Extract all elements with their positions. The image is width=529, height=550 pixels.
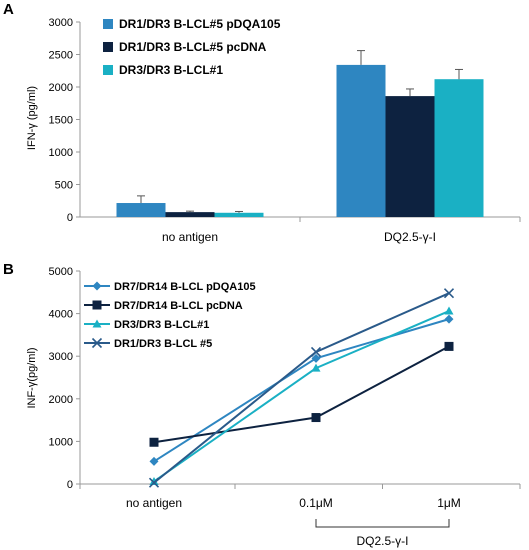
chart-a-y-tick-label: 0 <box>67 212 73 224</box>
chart-b-y-tick-label: 1000 <box>49 436 73 448</box>
chart-b-point <box>92 319 102 328</box>
chart-b-point <box>92 281 102 291</box>
panel-b-label: B <box>3 261 14 278</box>
chart-b-point <box>149 476 159 485</box>
chart-b-point <box>311 363 321 372</box>
chart-b-group-label: DQ2.5-γ-I <box>356 534 408 548</box>
chart-a-y-tick-label: 1000 <box>49 147 73 159</box>
chart-b-point <box>311 413 321 423</box>
chart-b-point <box>148 477 160 488</box>
chart-b-y-tick-label: 3000 <box>49 351 73 363</box>
chart-a-legend-swatch <box>103 19 113 29</box>
chart-b-legend-label: DR3/DR3 B-LCL#1 <box>114 319 209 331</box>
panel-a-label: A <box>3 1 14 18</box>
chart-a-y-tick-label: 2500 <box>49 50 73 62</box>
chart-b-y-tick-label: 4000 <box>49 309 73 321</box>
chart-b-y-tick-label: 5000 <box>49 266 73 278</box>
chart-a-bar <box>336 64 386 218</box>
chart-b-point <box>311 353 321 363</box>
chart-a-legend-swatch <box>103 42 113 52</box>
chart-b-category-label: no antigen <box>126 496 182 510</box>
chart-a-y-tick-label: 3000 <box>49 17 73 29</box>
chart-b-point <box>92 300 102 310</box>
chart-a-legend-label: DR3/DR3 B-LCL#1 <box>119 63 223 77</box>
chart-a-category-label: no antigen <box>162 230 218 244</box>
chart-a-y-axis-label: IFN-γ (pg/ml) <box>26 86 38 150</box>
chart-a-legend-swatch <box>103 65 113 75</box>
chart-a-bar <box>116 203 166 217</box>
chart-b-y-axis-label: INF-γ(pg/ml) <box>26 347 38 408</box>
chart-b-category-label: 1μM <box>437 496 461 510</box>
chart-b-y-tick-label: 2000 <box>49 394 73 406</box>
chart-b-point <box>444 341 454 351</box>
chart-b-legend-label: DR7/DR14 B-LCL pcDNA <box>114 300 243 312</box>
chart-a-bar <box>434 79 484 217</box>
chart-b-point <box>91 337 103 349</box>
chart-a-legend-label: DR1/DR3 B-LCL#5 pcDNA <box>119 40 267 54</box>
chart-b-point <box>149 437 159 447</box>
chart-b-group-bracket <box>315 519 450 528</box>
chart-a-category-label: DQ2.5-γ-I <box>384 230 436 244</box>
chart-b-point <box>444 314 454 324</box>
chart-a-legend-label: DR1/DR3 B-LCL#5 pDQA105 <box>119 17 281 31</box>
chart-b-point <box>310 346 322 358</box>
chart-b-series-line <box>153 345 450 444</box>
chart-a-bar <box>385 96 435 217</box>
chart-b-point <box>443 288 455 299</box>
chart-b-series-line <box>153 310 450 483</box>
chart-a-y-tick-label: 500 <box>55 180 73 192</box>
chart-a-y-tick-label: 1500 <box>49 115 73 127</box>
chart-b-point <box>149 456 159 466</box>
chart-b-category-label: 0.1μM <box>299 496 333 510</box>
chart-a-y-tick-label: 2000 <box>49 82 73 94</box>
chart-b-legend-label: DR1/DR3 B-LCL #5 <box>114 338 212 350</box>
chart-b-legend-label: DR7/DR14 B-LCL pDQA105 <box>114 281 256 293</box>
chart-b-y-tick-label: 0 <box>67 479 73 491</box>
chart-a-bar <box>165 212 215 217</box>
chart-a-bar <box>214 212 264 217</box>
chart-b: INF-γ(pg/ml) 0 1000 2000 3000 4000 5000 no ant… <box>26 266 521 548</box>
chart-b-point <box>444 306 454 315</box>
chart-a: IFN-γ (pg/ml) 0 500 1000 1500 2000 2500 3000 no… <box>26 17 521 244</box>
